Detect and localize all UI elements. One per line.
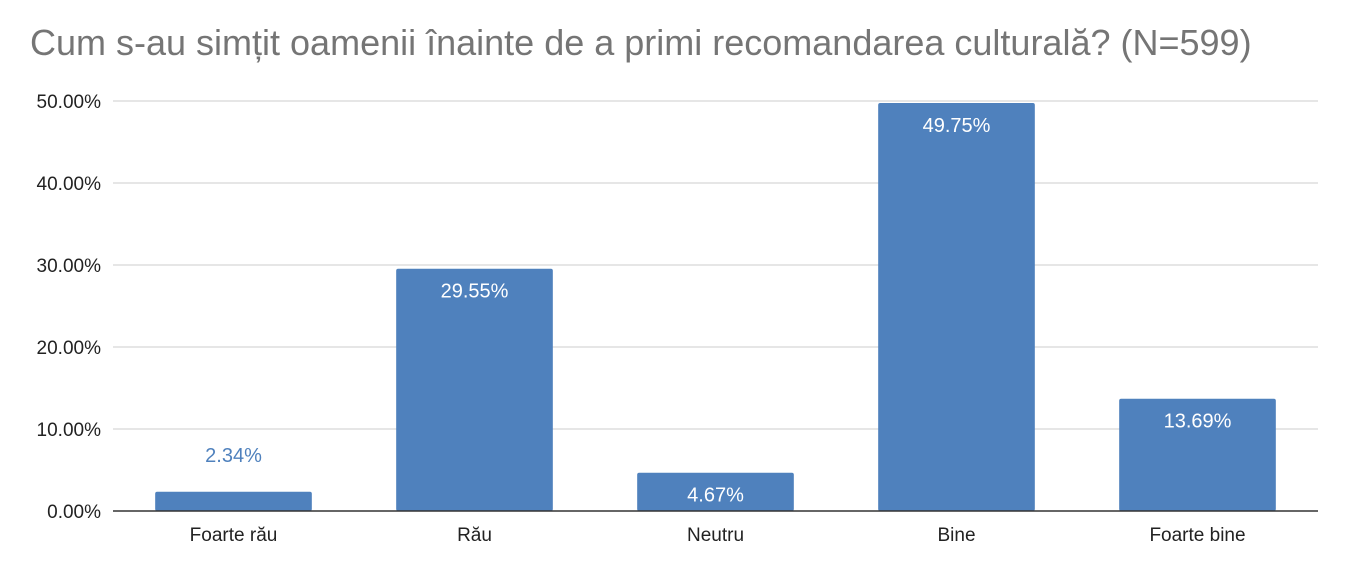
y-tick-label: 0.00% [47,502,101,523]
data-label: 4.67% [687,485,744,507]
data-label: 49.75% [923,115,991,137]
chart-title: Cum s-au simțit oamenii înainte de a pri… [30,22,1252,63]
x-tick-label: Bine [937,525,975,546]
data-label: 29.55% [441,281,509,303]
y-tick-label: 50.00% [37,92,102,113]
bar [396,268,553,511]
y-tick-label: 20.00% [37,338,102,359]
x-tick-label: Foarte bine [1149,525,1245,546]
x-tick-label: Foarte rău [190,525,278,546]
x-tick-label: Rău [457,525,492,546]
data-label: 13.69% [1164,411,1232,433]
bar [1119,398,1276,511]
y-tick-label: 30.00% [37,256,102,277]
bar [155,491,312,511]
y-tick-label: 10.00% [37,420,102,441]
x-tick-label: Neutru [687,525,744,546]
y-tick-label: 40.00% [37,174,102,195]
data-label: 2.34% [205,445,262,467]
bar [878,103,1035,512]
bar [637,472,794,511]
